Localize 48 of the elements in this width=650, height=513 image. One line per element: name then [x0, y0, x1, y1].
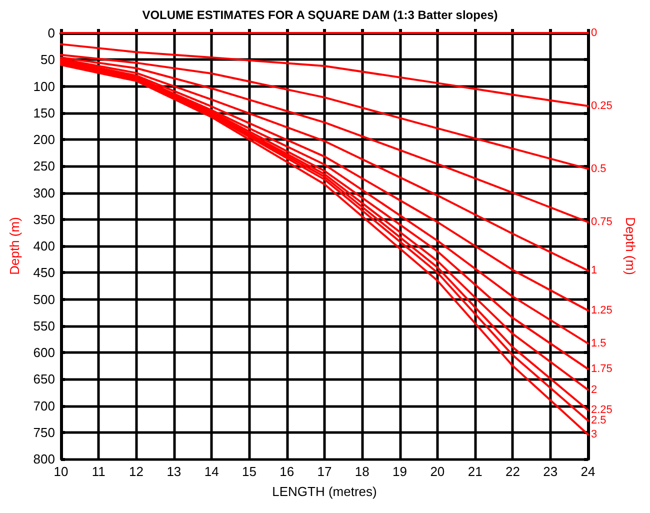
- y-tick-label: 300: [33, 185, 55, 200]
- y-tick-label: 250: [33, 158, 55, 174]
- y-tick-label: 750: [33, 424, 55, 440]
- x-tick-label: 14: [204, 464, 219, 479]
- y-tick-label: 400: [33, 238, 55, 254]
- y-tick-label: 100: [33, 78, 55, 94]
- series-label: 0: [591, 27, 598, 39]
- series-label: 2: [591, 384, 598, 396]
- series-label: 1.75: [591, 363, 612, 376]
- series-label: 3: [591, 428, 598, 441]
- x-tick-label: 11: [92, 464, 106, 479]
- x-tick-label: 19: [392, 464, 408, 479]
- y-tick-label: 50: [40, 52, 55, 68]
- y-tick-label: 150: [33, 105, 55, 120]
- series-label: 1: [591, 264, 598, 276]
- y-tick-label: 800: [33, 452, 55, 466]
- x-tick-label: 16: [280, 464, 294, 479]
- x-tick-label: 15: [242, 464, 256, 479]
- series-label: 2.5: [591, 414, 606, 427]
- x-tick-label: 18: [354, 464, 370, 479]
- series-label: 1.25: [591, 304, 612, 316]
- x-axis-title: LENGTH (metres): [272, 484, 377, 499]
- y-tick-label: 650: [33, 372, 55, 387]
- x-tick-label: 12: [129, 464, 144, 479]
- x-tick-label: 23: [543, 464, 558, 479]
- y-tick-label: 350: [33, 212, 55, 227]
- x-tick-label: 24: [580, 464, 596, 479]
- y-axis-title: Depth (m): [7, 217, 22, 275]
- chart-title: VOLUME ESTIMATES FOR A SQUARE DAM (1:3 Batter slopes): [142, 8, 498, 22]
- series-label: 2.25: [591, 404, 612, 416]
- y-tick-label: 600: [33, 345, 55, 360]
- y-tick-label: 450: [33, 265, 55, 280]
- y-tick-label: 700: [33, 398, 55, 414]
- x-tick-label: 22: [505, 464, 520, 479]
- x-tick-label: 10: [54, 464, 68, 479]
- y-tick-label: 200: [33, 132, 55, 147]
- series-label: 1.5: [591, 337, 606, 350]
- x-tick-label: 21: [468, 464, 482, 479]
- x-tick-label: 17: [317, 464, 332, 479]
- x-tick-label: 13: [166, 464, 182, 479]
- y2-axis-title: Depth (m): [623, 217, 638, 275]
- series-label: 0.5: [591, 162, 606, 175]
- y-tick-label: 0: [48, 26, 55, 40]
- x-tick-label: 20: [430, 464, 445, 479]
- series-label: 0.25: [591, 100, 612, 112]
- y-tick-label: 500: [33, 292, 55, 307]
- series-label: 0.75: [591, 216, 612, 228]
- y-tick-label: 550: [33, 318, 55, 334]
